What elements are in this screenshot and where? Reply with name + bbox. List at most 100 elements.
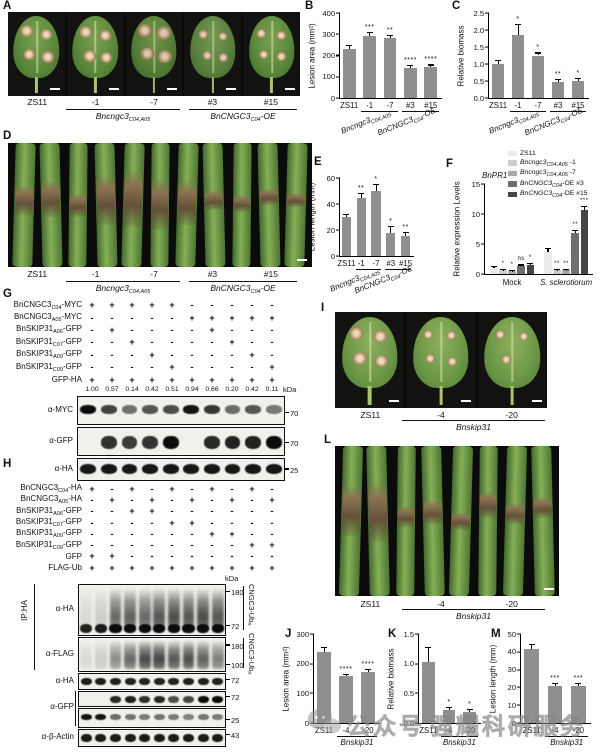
plus-minus-cell: -	[130, 528, 134, 539]
plus-minus-cell: -	[270, 506, 274, 517]
genotype-label: ZS11	[27, 97, 48, 107]
blot-band	[245, 435, 261, 449]
y-tick-label: 200	[322, 50, 335, 60]
leaf-photo	[335, 312, 405, 408]
plus-minus-cell: +	[209, 324, 215, 335]
molecular-weight-marker: 72	[225, 676, 239, 685]
panel-tag-m: M	[491, 628, 501, 640]
plus-minus-cell: -	[90, 349, 94, 360]
chart-relative-biomass-skip31: 0.0 0.5 1.0 1.5 Relative biomass ZS11 * -4 * -20…	[386, 626, 486, 755]
y-tick-label: 0.0	[473, 93, 484, 103]
x-label: #3	[553, 101, 563, 110]
blot-band	[204, 464, 220, 475]
quant-value: 0.20	[225, 386, 239, 393]
y-axis-label: Relative biomass	[386, 648, 396, 709]
error-bar	[497, 61, 499, 64]
element: S. sclerotiorum	[540, 278, 593, 287]
plus-minus-cell: -	[270, 528, 274, 539]
construct-row: BnSKIP31C09-GFP - - - - + - - - - +	[6, 361, 282, 373]
y-tick-mark	[517, 633, 521, 635]
bar	[580, 209, 588, 274]
blot-band	[139, 714, 151, 721]
legend-swatch	[508, 170, 517, 177]
leaf-image	[190, 16, 236, 79]
error-bar-cap	[575, 682, 582, 684]
plus-minus-cell: -	[150, 324, 154, 335]
genotype-label: #3	[207, 97, 218, 107]
legend-entry: Bncngc3C04,A05 -7	[508, 169, 588, 178]
significance: *	[536, 44, 540, 52]
plus-minus-cell: +	[149, 562, 155, 573]
x-label: ZS11	[522, 726, 541, 735]
error-bar-cap	[387, 225, 394, 227]
bar	[421, 661, 435, 723]
error-bar-cap	[365, 669, 371, 671]
plus-minus-cell: +	[129, 506, 135, 517]
plus-minus-cell: -	[90, 324, 94, 335]
error-bar	[448, 707, 450, 710]
blot-antibody-label: α-MYC	[47, 404, 73, 414]
group-underline	[402, 420, 545, 421]
panel-tag-f: F	[446, 158, 454, 170]
element: C09	[52, 366, 63, 373]
group-underline	[385, 269, 411, 270]
quant-value: 0.94	[185, 386, 199, 393]
plus-minus-cell: -	[110, 362, 114, 373]
blot-antibody-label: α-FLAG	[45, 648, 74, 658]
plus-minus-cell: -	[130, 312, 134, 323]
plus-minus-cell: +	[169, 483, 175, 494]
error-bar	[520, 265, 522, 267]
chart-lesion-area-leaves: 0 100 200 300 400 Lesion area (mm²) ZS11 *** -1…	[303, 3, 449, 140]
plus-minus-cell: -	[90, 506, 94, 517]
error-bar-cap	[346, 44, 353, 46]
gfp-bracket-line	[75, 691, 76, 726]
error-bar	[537, 53, 539, 56]
quant-value: 0.42	[245, 386, 259, 393]
plus-minus-cell: +	[109, 562, 115, 573]
plus-minus-cell: +	[209, 374, 215, 385]
plus-minus-cell: -	[190, 483, 194, 494]
group-label: Bnskip31	[550, 738, 583, 747]
y-tick-mark	[336, 12, 340, 14]
blot-band	[197, 734, 209, 743]
error-bar-cap	[358, 193, 365, 195]
error-bar	[430, 65, 432, 68]
blot-band	[80, 678, 92, 686]
plus-minus-cell: +	[249, 540, 255, 551]
significance: ***	[579, 198, 589, 205]
group-label: Bnskip31	[341, 738, 374, 747]
construct-row: BnSKIP31A06-GFP - + - - - - + - - -	[6, 324, 282, 336]
plus-minus-cell: -	[130, 349, 134, 360]
y-tick-label: 40	[507, 647, 516, 657]
y-tick-mark	[336, 255, 340, 257]
x-label: #15	[399, 259, 413, 268]
panel-tag-d: D	[3, 130, 12, 142]
lesion-spot	[137, 23, 153, 37]
group-underline	[402, 111, 439, 112]
plus-minus-cell: +	[169, 517, 175, 528]
error-bar	[389, 35, 391, 39]
plus-minus-cell: +	[89, 483, 95, 494]
plus-minus-cell: -	[110, 506, 114, 517]
plus-minus-cell: -	[230, 540, 234, 551]
blot-band	[124, 734, 136, 743]
lesion-spot	[447, 356, 458, 366]
y-tick-label: 0	[511, 718, 516, 728]
plus-minus-cell: +	[269, 374, 275, 385]
error-bar-cap	[509, 269, 516, 272]
y-tick-mark	[517, 704, 521, 706]
blot-smear	[168, 588, 180, 632]
bar	[342, 48, 356, 98]
error-bar-cap	[572, 230, 579, 232]
blot-smear	[109, 639, 122, 669]
plus-minus-cell: -	[190, 551, 194, 562]
plot-area: 0 100 200 300 400	[322, 9, 442, 101]
plus-minus-cell: +	[129, 483, 135, 494]
element: Bncngc3	[520, 169, 547, 176]
element: BnPR1	[482, 171, 508, 180]
y-tick-mark	[415, 633, 419, 635]
plus-minus-cell: +	[149, 374, 155, 385]
element: Bnskip31	[456, 611, 491, 621]
